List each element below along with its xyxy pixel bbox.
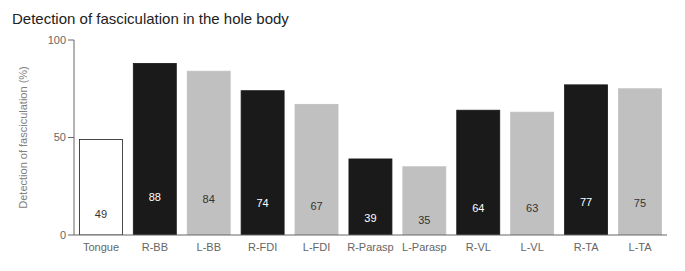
svg-text:Tongue: Tongue (83, 241, 119, 253)
svg-text:35: 35 (418, 214, 430, 226)
svg-text:L-VL: L-VL (521, 241, 544, 253)
svg-text:100: 100 (48, 34, 66, 46)
svg-text:75: 75 (634, 197, 646, 209)
svg-text:L-TA: L-TA (629, 241, 653, 253)
svg-text:Detection of fasciculation (%): Detection of fasciculation (%) (17, 66, 29, 208)
svg-text:74: 74 (256, 197, 268, 209)
svg-text:50: 50 (54, 131, 66, 143)
svg-text:R-VL: R-VL (466, 241, 491, 253)
html-text:Detection of fasciculation in: Detection of fasciculation in the hole b… (12, 10, 289, 27)
svg-text:88: 88 (149, 191, 161, 203)
svg-text:67: 67 (310, 200, 322, 212)
svg-text:L-FDI: L-FDI (303, 241, 331, 253)
svg-text:0: 0 (60, 229, 66, 241)
svg-text:77: 77 (580, 196, 592, 208)
svg-text:64: 64 (472, 202, 484, 214)
svg-text:R-Parasp: R-Parasp (347, 241, 393, 253)
svg-text:R-TA: R-TA (574, 241, 600, 253)
svg-text:39: 39 (364, 212, 376, 224)
svg-text:49: 49 (95, 208, 107, 220)
svg-text:L-BB: L-BB (197, 241, 221, 253)
svg-text:84: 84 (203, 193, 215, 205)
svg-text:63: 63 (526, 202, 538, 214)
svg-text:R-BB: R-BB (142, 241, 168, 253)
svg-text:R-FDI: R-FDI (248, 241, 277, 253)
svg-text:L-Parasp: L-Parasp (402, 241, 447, 253)
